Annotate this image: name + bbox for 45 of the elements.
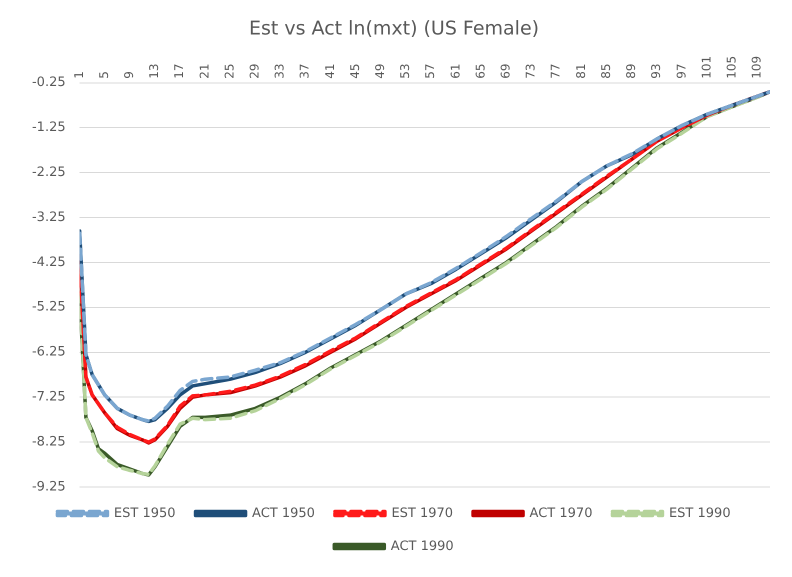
- x-tick-label: 1: [72, 71, 86, 79]
- y-tick-label: -8.25: [32, 434, 66, 450]
- x-tick-label: 81: [574, 64, 588, 79]
- y-tick-label: -1.25: [32, 120, 66, 136]
- x-tick-label: 69: [498, 64, 513, 79]
- x-tick-label: 21: [197, 64, 212, 79]
- legend-label: EST 1950: [114, 506, 176, 521]
- x-tick-label: 25: [222, 64, 236, 79]
- legend-label: EST 1970: [391, 506, 454, 521]
- x-tick-label: 33: [272, 64, 287, 79]
- x-tick-label: 97: [674, 64, 688, 79]
- x-tick-label: 77: [548, 64, 563, 79]
- x-tick-label: 5: [96, 71, 111, 79]
- x-tick-label: 53: [398, 64, 412, 79]
- x-tick-label: 89: [624, 64, 638, 79]
- x-tick-label: 13: [147, 64, 162, 79]
- y-tick-label: -2.25: [32, 164, 66, 180]
- x-tick-label: 41: [322, 64, 337, 79]
- x-tick-label: 9: [122, 71, 136, 79]
- legend-label: ACT 1990: [390, 538, 454, 554]
- x-tick-label: 57: [423, 64, 438, 79]
- y-tick-label: -5.25: [32, 300, 66, 315]
- x-tick-label: 29: [247, 64, 262, 79]
- x-tick-label: 85: [598, 64, 613, 79]
- x-tick-label: 45: [348, 64, 362, 79]
- y-tick-label: -9.25: [32, 479, 66, 494]
- y-tick-label: -3.25: [32, 210, 66, 225]
- legend-label: ACT 1950: [252, 506, 315, 521]
- y-tick-label: -4.25: [32, 254, 66, 270]
- x-tick-label: 61: [448, 64, 462, 79]
- legend-label: ACT 1970: [530, 506, 592, 521]
- x-tick-label: 109: [750, 56, 764, 79]
- y-tick-label: -0.25: [32, 75, 66, 90]
- x-tick-label: 73: [524, 64, 538, 79]
- legend-label: EST 1990: [668, 506, 731, 521]
- chart-title: Est vs Act ln(mxt) (US Female): [248, 17, 540, 40]
- x-tick-label: 49: [373, 64, 388, 79]
- x-tick-label: 93: [649, 64, 664, 79]
- x-tick-label: 101: [699, 56, 714, 79]
- x-tick-label: 37: [298, 64, 312, 79]
- x-tick-label: 17: [172, 64, 186, 79]
- y-tick-label: -7.25: [32, 390, 66, 405]
- y-tick-label: -6.25: [32, 344, 66, 360]
- x-tick-label: 105: [724, 56, 738, 79]
- x-tick-label: 65: [473, 64, 488, 79]
